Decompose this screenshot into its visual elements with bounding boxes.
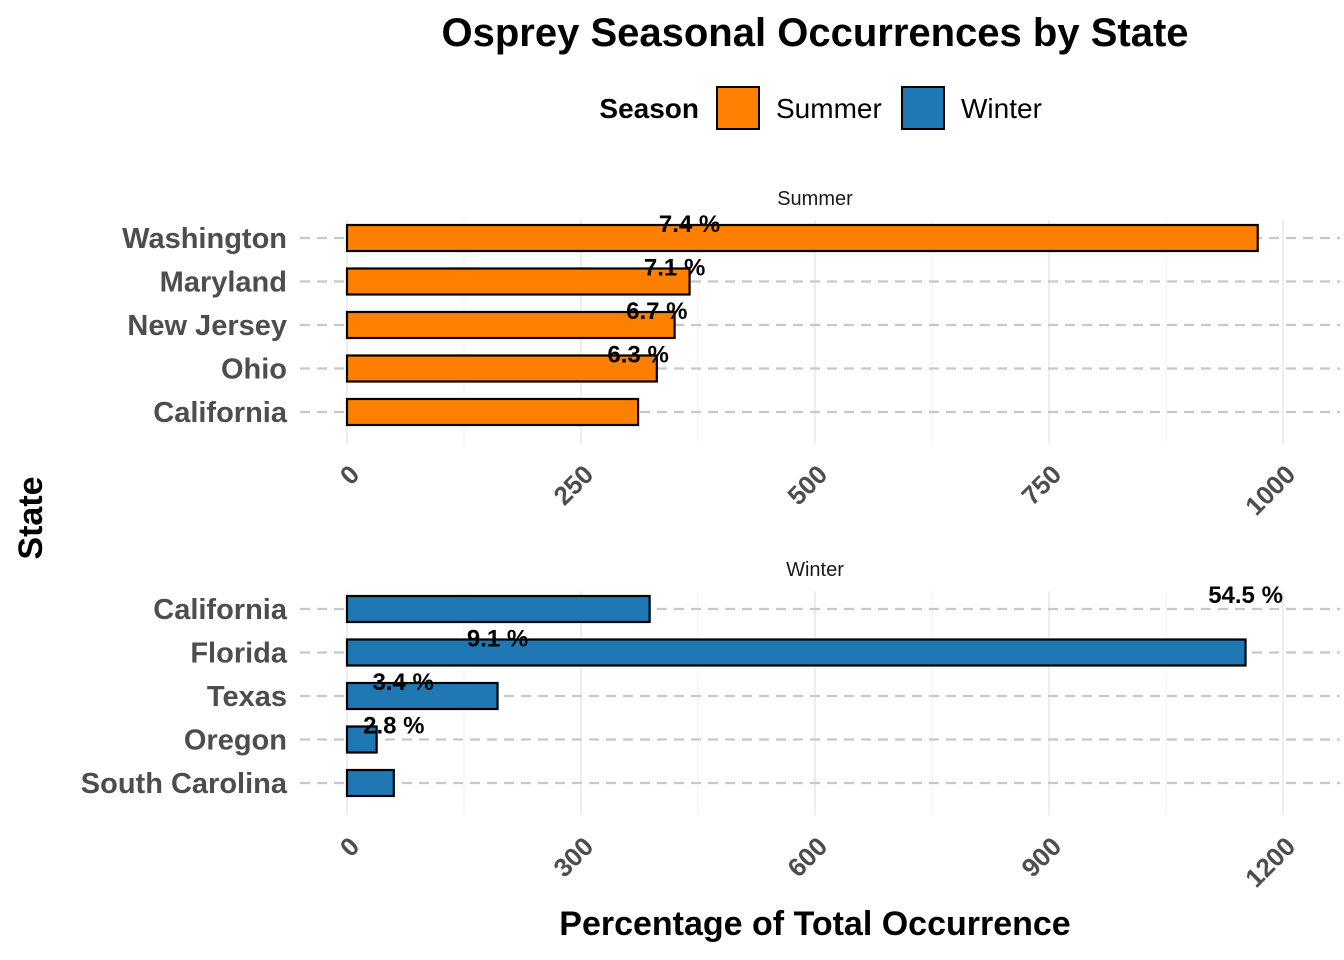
x-tick-label: 1000 — [1239, 459, 1301, 521]
x-axis-title: Percentage of Total Occurrence — [559, 905, 1070, 943]
y-tick-label: Washington — [122, 223, 287, 255]
panel-summer: Summer Washington Maryland New Jersey Ohio Ca… — [122, 188, 1340, 521]
panel-winter: Winter California Florida Texas Oregon South … — [81, 559, 1340, 893]
x-tick-label: 250 — [547, 459, 599, 511]
bar-texas — [345, 681, 499, 711]
y-axis-title: State — [12, 476, 50, 559]
bar-new-jersey — [345, 310, 676, 340]
x-tick-label: 900 — [1015, 831, 1067, 883]
data-label: 9.1 % — [467, 626, 528, 653]
bar-washington — [345, 223, 1259, 253]
bar-california — [345, 594, 651, 624]
legend-label-summer: Summer — [776, 93, 882, 124]
y-tick-label: New Jersey — [127, 310, 287, 342]
x-tick-label: 0 — [334, 831, 365, 862]
y-tick-label: Texas — [207, 681, 287, 713]
legend-label-winter: Winter — [961, 93, 1042, 124]
data-label: 3.4 % — [372, 669, 433, 696]
y-tick-label: Oregon — [184, 725, 287, 757]
x-tick-label: 300 — [547, 831, 599, 883]
x-tick-label: 0 — [334, 459, 365, 490]
strip-label-winter: Winter — [786, 559, 844, 581]
legend-title: Season — [599, 93, 699, 124]
data-label: 6.7 % — [626, 298, 687, 325]
legend-swatch-winter — [901, 86, 945, 130]
data-label: 54.5 % — [1208, 582, 1283, 609]
data-label: 7.1 % — [644, 255, 705, 282]
x-tick-label: 500 — [781, 459, 833, 511]
legend: Season Summer Winter — [599, 86, 1042, 130]
x-tick-label: 1200 — [1239, 831, 1301, 893]
bar-oregon — [345, 725, 378, 754]
strip-label-summer: Summer — [777, 188, 853, 210]
y-tick-label: California — [153, 594, 288, 626]
y-tick-label: Florida — [190, 638, 288, 670]
x-tick-label: 750 — [1015, 459, 1067, 511]
chart-title: Osprey Seasonal Occurrences by State — [441, 11, 1188, 55]
y-tick-label: Maryland — [160, 267, 287, 299]
data-label: 6.3 % — [607, 342, 668, 369]
facet-panels: Summer Washington Maryland New Jersey Ohio Ca… — [81, 188, 1340, 893]
legend-swatch-summer — [716, 86, 760, 130]
y-tick-label: Ohio — [221, 354, 287, 386]
data-label: 2.8 % — [363, 713, 424, 740]
data-label: 7.4 % — [659, 211, 720, 238]
x-tick-label: 600 — [781, 831, 833, 883]
bar-florida — [345, 638, 1247, 667]
bar-maryland — [345, 267, 691, 296]
bar-ohio — [345, 354, 658, 383]
y-tick-label: California — [153, 397, 288, 429]
bar-south-carolina — [345, 768, 395, 798]
y-tick-label: South Carolina — [81, 768, 288, 800]
bar-california — [345, 397, 640, 427]
